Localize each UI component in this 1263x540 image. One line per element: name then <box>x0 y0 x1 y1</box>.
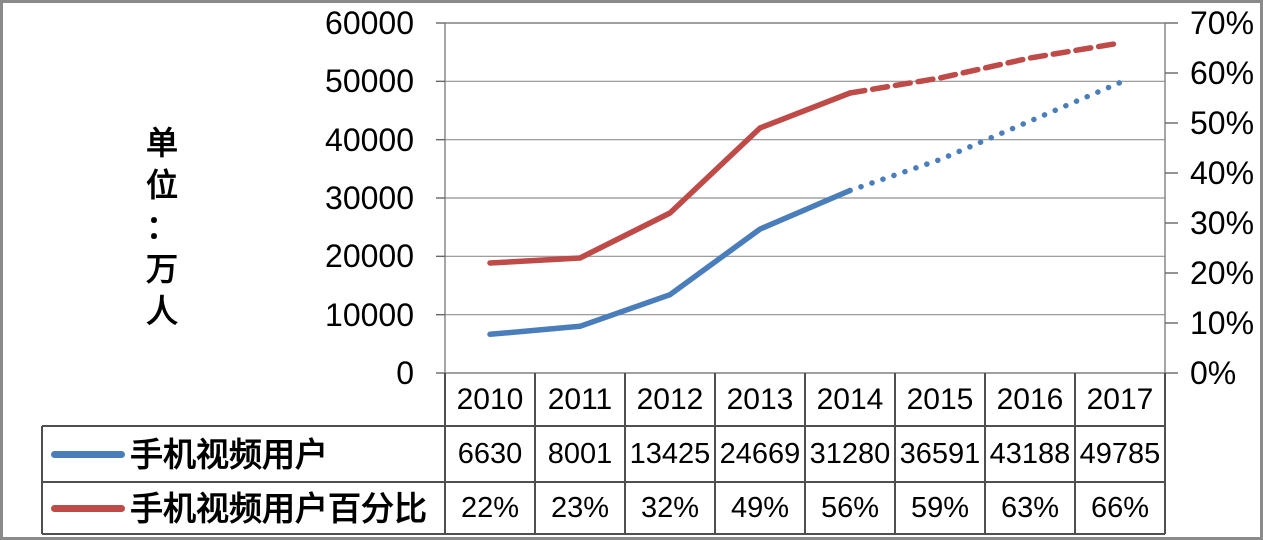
series-0-forecast-dotted <box>847 79 1123 194</box>
year-cell: 2017 <box>1086 382 1154 416</box>
legend-line-blue-icon <box>51 450 125 458</box>
year-cell: 2014 <box>816 382 884 416</box>
legend-label: 手机视频用户百分比 <box>130 488 427 528</box>
value-cell: 22% <box>460 491 520 524</box>
year-cell: 2016 <box>996 382 1064 416</box>
right-axis-tick-label: 30% <box>1190 205 1255 241</box>
left-axis-title-char: 单 <box>145 124 178 162</box>
legend-row: 手机视频用户百分比 <box>42 482 445 534</box>
right-axis-tick-label: 20% <box>1190 255 1255 291</box>
left-axis-tick-label: 10000 <box>325 296 414 333</box>
left-axis-title-char: ： <box>145 208 178 246</box>
value-cell: 24669 <box>719 437 801 470</box>
value-cell: 32% <box>640 491 700 524</box>
series-1-solid <box>487 90 853 266</box>
value-cell: 6630 <box>457 437 523 470</box>
value-cell: 8001 <box>547 437 613 470</box>
left-axis-tick-label: 60000 <box>325 5 414 41</box>
left-axis-tick-label: 50000 <box>325 63 414 100</box>
value-cell: 31280 <box>809 437 891 470</box>
value-cell: 13425 <box>629 437 711 470</box>
left-axis-tick-label: 20000 <box>325 238 414 275</box>
left-axis-tick-label: 30000 <box>325 180 414 216</box>
value-cell: 43188 <box>989 437 1071 470</box>
year-cell: 2012 <box>636 382 704 416</box>
year-cell: 2010 <box>456 382 524 416</box>
left-axis-title-char: 位 <box>145 166 178 204</box>
legend-line-red-icon <box>51 504 125 512</box>
year-cell: 2013 <box>726 382 794 416</box>
year-cell: 2015 <box>906 382 974 416</box>
series-1-forecast-dashed <box>847 40 1123 96</box>
right-axis-tick-label: 10% <box>1190 305 1255 341</box>
left-axis-title-char: 人 <box>145 292 178 330</box>
right-axis-tick-label: 50% <box>1190 105 1255 141</box>
left-axis-title: 单位 ： 万人 <box>138 122 186 332</box>
left-axis-tick-label: 0 <box>396 355 414 391</box>
legend-row: 手机视频用户 <box>42 426 445 482</box>
legend-label: 手机视频用户 <box>130 434 328 474</box>
left-axis-tick-label: 40000 <box>325 121 414 158</box>
left-axis-title-char: 万 <box>145 250 178 288</box>
value-cell: 63% <box>1000 491 1060 524</box>
value-cell: 49% <box>730 491 790 524</box>
right-axis-tick-label: 70% <box>1190 5 1255 41</box>
right-axis-tick-label: 0% <box>1190 355 1237 391</box>
value-cell: 56% <box>820 491 880 524</box>
right-axis-tick-label: 60% <box>1190 55 1255 91</box>
value-cell: 66% <box>1090 491 1150 524</box>
series-0-solid <box>487 187 853 338</box>
right-axis-tick-label: 40% <box>1190 155 1255 191</box>
value-cell: 23% <box>550 491 610 524</box>
value-cell: 59% <box>910 491 970 524</box>
value-cell: 36591 <box>899 437 981 470</box>
value-cell: 49785 <box>1079 437 1161 470</box>
year-cell: 2011 <box>547 382 613 416</box>
